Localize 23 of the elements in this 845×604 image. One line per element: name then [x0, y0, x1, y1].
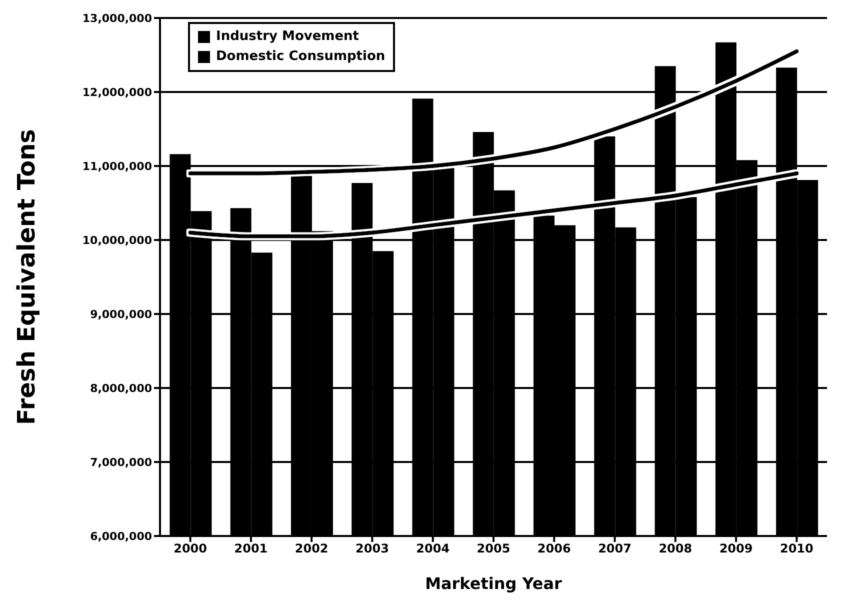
x-tick-label: 2009	[719, 542, 753, 556]
y-axis-title: Fresh Equivalent Tons	[12, 129, 41, 425]
y-tick-label: 9,000,000	[90, 308, 152, 321]
y-tick-label: 13,000,000	[82, 12, 152, 25]
y-tick-label: 8,000,000	[90, 382, 152, 395]
x-tick-label: 2004	[416, 542, 450, 556]
x-tick-label: 2007	[598, 542, 632, 556]
x-tick-label: 2001	[234, 542, 268, 556]
x-tick-label: 2008	[658, 542, 692, 556]
x-tick-label: 2000	[174, 542, 208, 556]
y-tick-label: 11,000,000	[82, 160, 152, 173]
legend-label: Industry Movement	[216, 28, 360, 46]
y-tick-label: 7,000,000	[90, 456, 152, 469]
x-tick-label: 2003	[356, 542, 389, 556]
x-tick-label: 2006	[537, 542, 571, 556]
y-tick-label: 6,000,000	[90, 530, 152, 543]
x-tick-label: 2005	[476, 542, 510, 556]
x-axis-title: Marketing Year	[425, 574, 562, 593]
x-tick-label: 2002	[294, 542, 328, 556]
y-tick-label: 12,000,000	[82, 86, 152, 99]
y-tick-label: 10,000,000	[82, 234, 152, 247]
legend-label: Domestic Consumption	[216, 48, 386, 66]
x-tick-label: 2010	[780, 542, 814, 556]
